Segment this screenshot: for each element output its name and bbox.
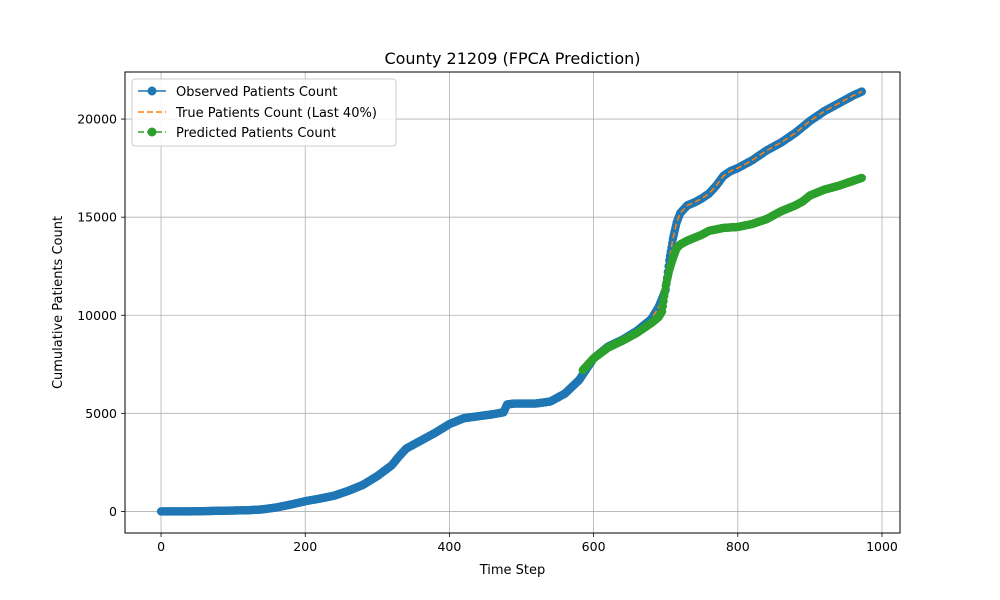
series-1-line [582,90,863,371]
plot-frame [124,71,901,534]
x-tick-label: 200 [293,539,317,554]
series-1 [582,90,863,371]
series-0-line [161,90,863,513]
y-tick-label: 15000 [77,210,117,225]
y-tick-label: 20000 [77,112,117,127]
chart-title: County 21209 (FPCA Prediction) [384,49,640,68]
legend-marker-observed [147,86,157,96]
y-tick-label: 10000 [77,308,117,323]
y-tick-label: 0 [109,504,117,519]
legend-label-observed: Observed Patients Count [176,85,337,100]
x-axis-title: Time Step [479,563,546,578]
legend-marker-predicted [147,127,157,137]
legend: Observed Patients Count True Patients Co… [131,78,397,147]
y-tick-label: 5000 [85,406,117,421]
y-axis-title: Cumulative Patients Count [51,216,66,389]
legend-label-true: True Patients Count (Last 40%) [175,106,377,121]
x-tick-label: 800 [726,539,750,554]
x-tick-label: 400 [437,539,461,554]
legend-box [131,78,397,147]
series-0 [156,87,866,516]
series-2 [578,173,866,375]
x-tick-label: 0 [157,539,165,554]
x-tick-label: 1000 [866,539,898,554]
series-layer [156,87,866,516]
series-2-line [582,177,863,371]
legend-label-predicted: Predicted Patients Count [176,126,336,141]
x-tick-label: 600 [582,539,606,554]
